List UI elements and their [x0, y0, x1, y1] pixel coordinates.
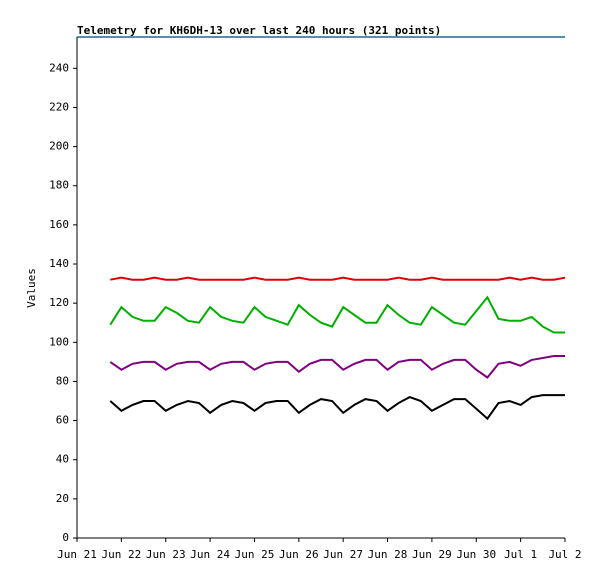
series-line [109, 295, 565, 334]
y-tick-label: 220 [49, 100, 69, 113]
series-line [109, 355, 565, 379]
x-tick-label: Jul 1 [504, 548, 537, 561]
x-tick-label: Jun 28 [368, 548, 408, 561]
y-tick-label: 160 [49, 218, 69, 231]
y-tick-label: 200 [49, 140, 69, 153]
x-tick-label: Jun 30 [456, 548, 496, 561]
y-tick-label: 240 [49, 61, 69, 74]
y-tick-label: 140 [49, 257, 69, 270]
y-tick-label: 80 [56, 374, 69, 387]
y-tick-label: 60 [56, 414, 69, 427]
x-tick-label: Jun 21 [57, 548, 97, 561]
y-tick-label: 100 [49, 335, 69, 348]
y-tick-label: 180 [49, 179, 69, 192]
x-tick-label: Jun 24 [190, 548, 230, 561]
y-axis-label: Values [25, 268, 38, 308]
x-tick-label: Jun 22 [101, 548, 141, 561]
x-tick-label: Jun 29 [412, 548, 452, 561]
y-tick-label: 120 [49, 296, 69, 309]
y-tick-label: 0 [62, 531, 69, 544]
x-tick-label: Jun 25 [235, 548, 275, 561]
series-line [110, 276, 566, 281]
series-line [109, 394, 565, 421]
y-tick-label: 20 [56, 492, 69, 505]
chart-title: Telemetry for KH6DH-13 over last 240 hou… [77, 24, 441, 37]
x-tick-label: Jun 26 [279, 548, 319, 561]
x-tick-label: Jun 23 [146, 548, 186, 561]
x-tick-label: Jul 2 [548, 548, 581, 561]
y-tick-label: 40 [56, 453, 69, 466]
x-tick-label: Jun 27 [323, 548, 363, 561]
